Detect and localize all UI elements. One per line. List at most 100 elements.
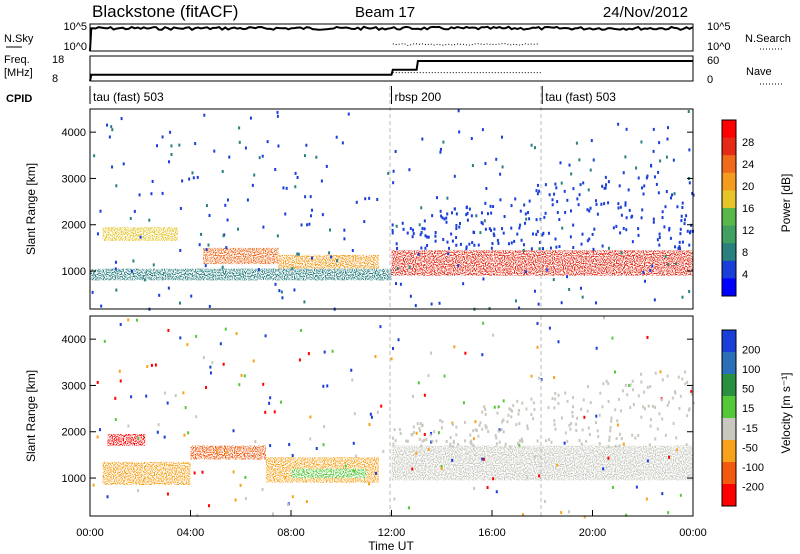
power-echo-point [294,185,297,189]
power-echo-point [531,232,534,236]
power-echo-point [391,231,394,235]
velocity-echo-point [637,394,640,398]
power-echo-point [224,203,227,207]
cpid-row: CPID tau (fast) 503 rbsp 200 tau (fast) 50… [6,86,616,105]
power-echo-point [99,209,102,213]
power-echo-point [143,278,146,282]
power-colorbar-swatch [722,243,736,262]
power-echo-point [309,214,312,218]
velocity-echo-point [127,424,130,428]
power-echo-point [395,242,398,246]
power-echo-point [676,205,679,209]
power-echo-point [409,227,412,231]
power-echo-point [495,157,498,161]
power-echo-point [426,243,429,247]
velocity-echo-point [369,412,372,416]
velocity-echo-point [179,336,182,340]
power-echo-band [391,250,693,276]
power-echo-point [514,197,517,201]
velocity-echo-point [262,382,265,386]
power-echo-point [603,186,606,190]
velocity-echo-point [510,415,513,419]
power-echo-point [191,171,194,175]
power-echo-point [392,169,395,173]
velocity-echo-point [582,398,585,402]
power-echo-point [640,216,643,220]
power-echo-point [261,154,264,158]
x-tick-label: 04:00 [177,527,205,539]
power-echo-point [575,141,578,145]
power-echo-point [455,212,458,216]
power-colorbar-tick-label: 20 [742,181,754,193]
power-echo-point [603,202,606,206]
velocity-echo-point [376,410,379,414]
power-echo-point [568,287,571,291]
power-echo-point [491,242,494,246]
freq-left-tick-bottom: 8 [52,73,58,85]
power-echo-point [663,225,666,229]
velocity-echo-point [554,427,557,431]
power-echo-point [204,264,207,268]
velocity-echo-point [157,423,160,427]
power-echo-point [343,228,346,232]
velocity-echo-point [288,443,291,447]
power-echo-point [205,248,208,252]
frequency-panel: Freq. [MHz] 18 8 60 0 Nave [4,54,782,86]
velocity-echo-point [92,483,95,487]
power-echo-point [679,247,682,251]
velocity-echo-point [96,435,99,439]
power-echo-point [595,301,598,305]
velocity-echo-point [654,371,657,375]
velocity-echo-point [564,431,567,435]
velocity-echo-point [595,414,598,418]
power-echo-point [619,231,622,235]
power-echo-point [441,216,444,220]
velocity-echo-point [470,442,473,446]
power-echo-point [479,231,482,235]
velocity-echo-point [690,390,693,394]
power-echo-point [650,164,653,168]
velocity-echo-point [538,474,541,478]
power-echo-point [484,161,487,165]
velocity-echo-point [238,383,241,387]
power-echo-point [564,210,567,214]
power-echo-point [450,232,453,236]
velocity-echo-point [679,394,682,398]
power-echo-point [615,224,618,228]
velocity-echo-point [216,448,219,452]
velocity-echo-point [551,397,554,401]
velocity-echo-point [224,327,227,331]
velocity-echo-point [423,432,426,436]
velocity-echo-point [640,372,643,376]
power-echo-point [100,304,103,308]
velocity-echo-point [412,425,415,429]
velocity-echo-point [418,429,421,433]
power-echo-point [471,163,474,167]
power-echo-point [190,294,193,298]
power-echo-point [158,293,161,297]
velocity-echo-point [589,401,592,405]
velocity-echo-point [96,380,99,384]
velocity-echo-point [611,485,614,489]
power-echo-point [208,304,211,308]
velocity-echo-point [495,490,498,494]
velocity-echo-point [243,374,246,378]
power-echo-point [453,207,456,211]
power-echo-point [465,245,468,249]
velocity-echo-point [439,418,442,422]
velocity-echo-point [264,410,267,414]
velocity-xlabel: Time UT [368,539,414,553]
velocity-echo-point [536,321,539,325]
power-echo-point [535,189,538,193]
velocity-echo-point [509,445,512,449]
power-echo-point [446,212,449,216]
power-echo-point [488,227,491,231]
velocity-echo-point [309,437,312,441]
power-echo-point [238,126,241,130]
power-echo-point [418,223,421,227]
velocity-echo-point [269,444,272,448]
power-echo-point [167,286,170,290]
velocity-echo-point [548,326,551,330]
noise-right-tick-bottom: 10^0 [707,41,731,53]
